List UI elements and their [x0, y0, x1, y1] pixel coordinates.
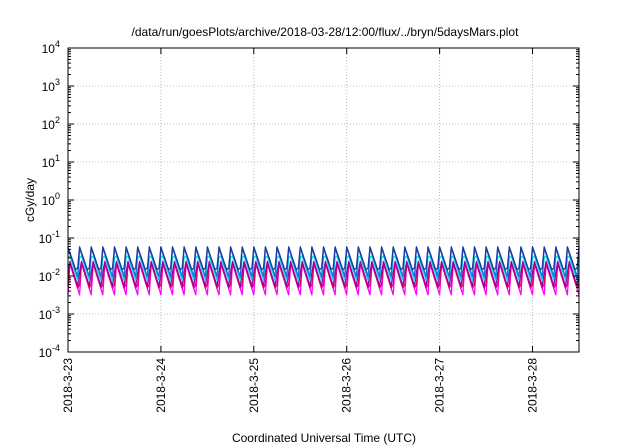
- y-tick-label: 10-2: [39, 267, 60, 284]
- x-tick-label: 2018-3-27: [433, 358, 447, 413]
- x-axis-label: Coordinated Universal Time (UTC): [232, 431, 416, 445]
- x-axis: 2018-3-23 2018-3-24 2018-3-25 2018-3-26 2018…: [61, 48, 540, 413]
- series-line: [67, 246, 580, 271]
- y-tick-label: 104: [42, 39, 60, 56]
- y-tick-label: 101: [42, 153, 60, 170]
- x-tick-label: 2018-3-25: [247, 358, 261, 413]
- y-tick-label: 100: [42, 191, 60, 208]
- x-tick-label: 2018-3-24: [154, 358, 168, 413]
- y-tick-label: 10-1: [39, 229, 60, 246]
- x-tick-label: 2018-3-28: [526, 358, 540, 413]
- y-tick-label: 102: [42, 115, 60, 132]
- y-tick-label: 10-4: [39, 343, 60, 360]
- x-tick-label: 2018-3-26: [340, 358, 354, 413]
- grid-lines: [68, 48, 579, 352]
- y-axis-label: cGy/day: [23, 178, 37, 222]
- series-group: [67, 246, 580, 296]
- y-tick-label: 103: [42, 77, 60, 94]
- x-tick-label: 2018-3-23: [61, 358, 75, 413]
- y-tick-label: 10-3: [39, 305, 60, 322]
- chart-title: /data/run/goesPlots/archive/2018-03-28/1…: [132, 25, 520, 39]
- series-line: [67, 260, 580, 287]
- y-axis: 104 103 102 101 100 10-1 10-2 10-3 10-4: [39, 39, 579, 360]
